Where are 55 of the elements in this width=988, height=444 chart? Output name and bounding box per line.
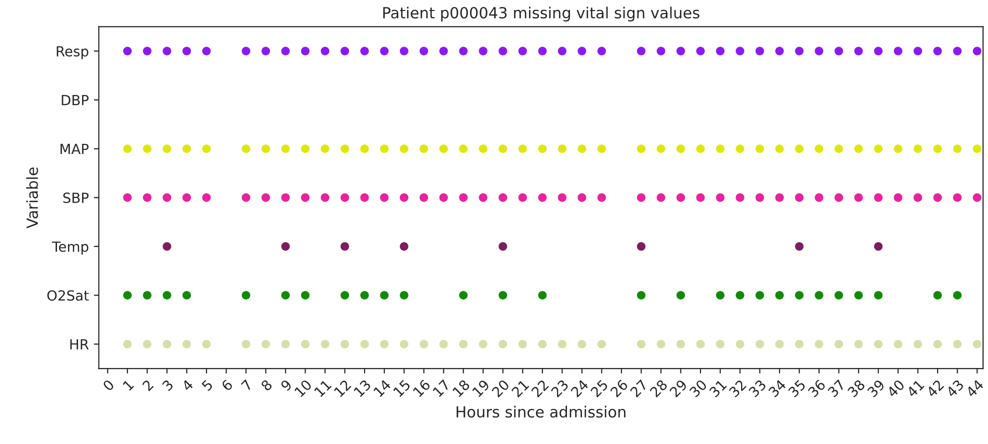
x-tick-label: 35	[788, 379, 806, 398]
x-tick-label: 36	[807, 379, 826, 398]
x-tick-label: 40	[886, 379, 906, 398]
x-tick-label: 17	[432, 379, 450, 398]
x-tick-label: 0	[102, 379, 115, 392]
x-tick-label: 39	[866, 379, 886, 398]
x-tick-label: 15	[392, 379, 411, 398]
x-axis-title: Hours since admission	[456, 406, 626, 418]
x-tick-label: 3	[162, 379, 174, 392]
x-tick-label: 14	[373, 379, 392, 398]
x-tick-label: 28	[649, 379, 668, 398]
x-tick-label: 33	[748, 379, 767, 398]
x-tick-label: 34	[768, 378, 787, 398]
chart-title: Patient p000043 missing vital sign values	[383, 6, 700, 22]
x-tick-label: 9	[280, 379, 292, 392]
x-tick-label: 25	[590, 379, 608, 398]
x-tick-label: 43	[946, 379, 964, 398]
x-tick-label: 38	[846, 379, 866, 398]
x-tick-label: 2	[142, 379, 154, 392]
x-tick-label: 32	[728, 379, 747, 398]
y-tick-label: DBP	[62, 95, 89, 106]
x-tick-label: 5	[201, 379, 214, 392]
x-tick-label: 11	[314, 379, 332, 398]
x-tick-label: 7	[240, 379, 253, 392]
x-tick-label: 6	[220, 379, 234, 392]
x-tick-label: 8	[260, 379, 273, 392]
x-tick-label: 27	[630, 379, 648, 398]
y-tick-label: O2Sat	[47, 290, 89, 301]
x-tick-label: 13	[353, 379, 372, 398]
y-tick-label: Resp	[56, 46, 88, 60]
x-tick-label: 29	[669, 379, 688, 398]
x-tick-label: 30	[688, 379, 708, 398]
x-tick-label: 24	[570, 378, 589, 398]
x-tick-label: 26	[610, 379, 628, 398]
x-tick-label: 20	[491, 379, 510, 398]
y-tick-label: HR	[70, 339, 89, 350]
y-tick-label: SBP	[63, 192, 89, 204]
x-tick-label: 4	[181, 379, 194, 392]
x-tick-label: 21	[511, 379, 530, 398]
x-tick-label: 12	[334, 379, 352, 398]
y-tick-label: MAP	[60, 144, 89, 154]
x-tick-label: 18	[452, 379, 470, 398]
x-tick-label: 1	[122, 379, 134, 391]
x-tick-label: 42	[926, 379, 944, 398]
x-tick-label: 37	[827, 379, 846, 398]
y-tick-label: Temp	[52, 242, 88, 255]
x-tick-label: 41	[906, 379, 924, 398]
x-tick-label: 22	[530, 379, 549, 398]
x-tick-label: 19	[472, 379, 490, 398]
x-tick-label: 16	[412, 379, 431, 398]
x-tick-label: 44	[965, 379, 984, 398]
x-tick-label: 10	[294, 379, 312, 398]
x-tick-label: 31	[708, 379, 727, 398]
x-tick-label: 23	[550, 379, 569, 398]
y-axis-title: Variable	[26, 167, 38, 228]
